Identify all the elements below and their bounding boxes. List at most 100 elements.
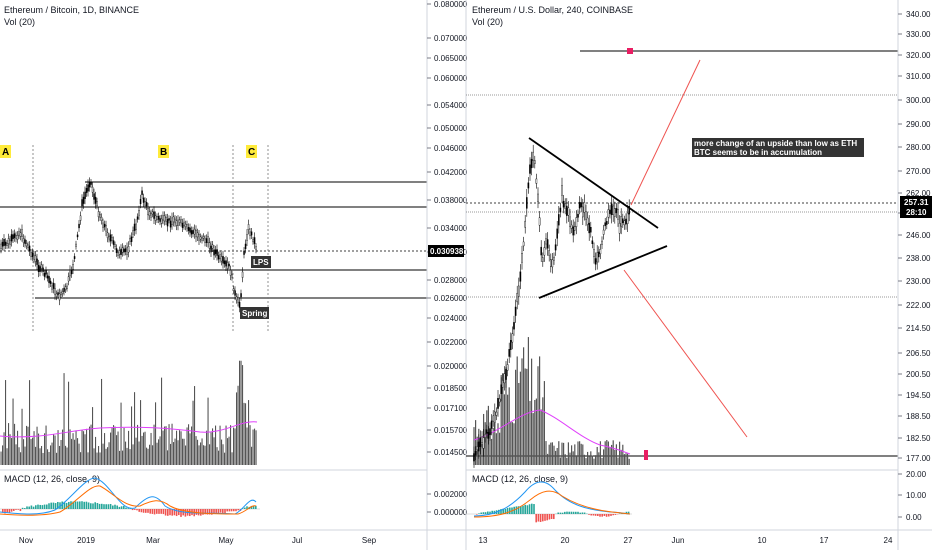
left-price-tick-label: 0.050000 — [434, 124, 468, 133]
right-volume-bar — [540, 409, 542, 465]
right-price-tick-label: 310.00 — [906, 72, 931, 81]
right-volume-bar — [492, 427, 494, 465]
left-macd-histogram-bar — [114, 504, 116, 509]
spring-label: Spring — [242, 309, 267, 318]
left-volume-bar — [9, 434, 11, 465]
left-candle-body — [192, 230, 194, 234]
right-candle-body — [487, 432, 490, 439]
right-candle-body — [594, 258, 597, 265]
left-candle-body — [66, 285, 68, 289]
left-time-tick-label: Sep — [362, 536, 377, 545]
left-candle-body — [240, 293, 242, 298]
left-macd-histogram-bar — [35, 505, 37, 509]
triangle-lower-trendline — [538, 245, 668, 299]
left-candle-body — [108, 235, 110, 240]
left-candle-body — [243, 250, 245, 255]
left-volume-bar — [177, 440, 179, 465]
right-macd-histogram-bar — [480, 512, 482, 514]
left-volume-bar — [32, 437, 34, 465]
left-price-tick-label: 0.034000 — [434, 224, 468, 233]
left-volume-bar — [243, 402, 245, 465]
left-candle-body — [253, 237, 256, 244]
left-candle-body — [175, 220, 178, 226]
left-macd-histogram-bar — [222, 509, 224, 513]
right-candle-body — [497, 398, 499, 409]
right-volume-bar — [526, 368, 528, 465]
left-candle-body — [247, 224, 250, 230]
right-candle-body — [628, 206, 630, 215]
left-macd-pane — [0, 477, 260, 517]
left-candle-body — [57, 292, 59, 295]
left-volume-bar — [104, 433, 106, 465]
right-candle-body — [601, 240, 603, 245]
left-candle-body — [36, 258, 38, 265]
left-chart: Ethereum / Bitcoin, 1D, BINANCE Vol (20)… — [0, 0, 468, 550]
right-macd-histogram-bar — [608, 514, 610, 517]
left-volume-bar — [173, 442, 175, 465]
right-candle-body — [479, 437, 482, 447]
left-volume-bar — [110, 432, 112, 465]
right-candle-body — [586, 217, 589, 225]
right-price-tick-label: 290.00 — [906, 120, 931, 129]
right-volume-bar — [481, 443, 483, 465]
right-candle-body — [514, 306, 517, 316]
right-macd-histogram-bar — [588, 514, 590, 515]
right-macd-histogram-bar — [539, 514, 542, 523]
right-volume-bar — [566, 457, 568, 465]
left-volume-bar — [116, 435, 118, 465]
left-candle-body — [235, 296, 238, 301]
right-volume-bar — [627, 453, 629, 465]
left-candle-body — [231, 274, 233, 278]
left-macd-histogram-bar — [226, 509, 228, 512]
right-volume-bar — [582, 444, 584, 465]
right-candle-body — [593, 249, 595, 258]
right-candle-body — [524, 220, 526, 228]
left-volume-bar — [236, 392, 238, 465]
right-candle-body — [532, 151, 534, 161]
left-macd-histogram-bar — [103, 504, 105, 509]
left-candle-body — [229, 270, 232, 276]
left-volume-bar — [249, 425, 251, 465]
left-macd-histogram-bar — [233, 509, 235, 512]
left-macd-histogram-bar — [41, 505, 44, 509]
left-macd-histogram-bar — [81, 501, 83, 509]
left-candle-body — [105, 225, 107, 232]
left-candle-body — [133, 223, 136, 231]
left-volume-bar — [0, 451, 2, 465]
right-candle-body — [486, 429, 488, 434]
right-macd-histogram-bar — [627, 511, 630, 514]
left-volume-bar — [113, 425, 115, 465]
right-volume-bar — [502, 373, 504, 465]
right-horizontal-levels — [466, 48, 898, 460]
left-macd-histogram-bar — [72, 501, 74, 509]
left-candle-body — [121, 247, 124, 253]
left-macd-histogram-bar — [85, 501, 88, 509]
left-macd-histogram-bar — [204, 509, 206, 515]
right-candle-body — [513, 322, 515, 330]
right-volume-bar — [556, 448, 558, 465]
right-macd-histogram-bar — [506, 507, 509, 514]
left-time-tick-label: Nov — [19, 536, 33, 545]
right-candle-body — [561, 185, 563, 196]
left-macd-histogram-bar — [136, 509, 138, 511]
left-macd-histogram-bar — [101, 503, 103, 509]
left-macd-histogram-bar — [180, 509, 182, 517]
left-macd-histogram-bar — [145, 509, 147, 513]
left-price-tick-label: 0.020000 — [434, 362, 468, 371]
right-volume-bar — [548, 444, 550, 465]
left-candle-body — [25, 243, 28, 247]
left-candle-body — [181, 222, 184, 228]
left-candle-body — [165, 217, 167, 222]
right-candle-body — [478, 441, 480, 452]
left-macd-histogram-bar — [65, 502, 68, 509]
left-macd-signal-line — [0, 485, 257, 516]
right-volume-bar — [617, 457, 619, 465]
left-volume-bar — [50, 445, 52, 465]
left-volume-bar — [231, 452, 233, 465]
left-candle-body — [55, 293, 58, 297]
left-volume-bar — [138, 441, 140, 465]
right-candle-body — [484, 433, 487, 439]
left-price-tick-label: 0.046000 — [434, 144, 468, 153]
left-candle-body — [168, 218, 170, 221]
left-macd-histogram-bar — [160, 509, 162, 514]
